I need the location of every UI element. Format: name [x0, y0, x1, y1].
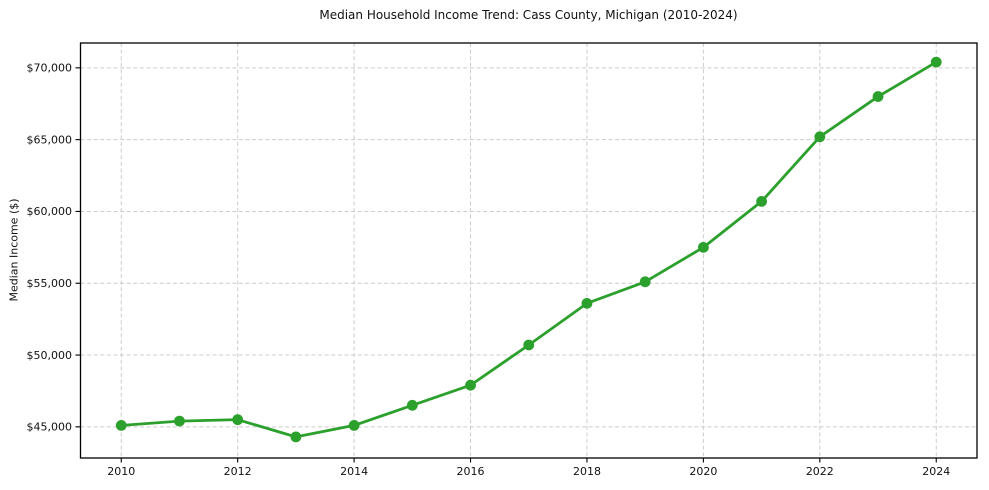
x-tick-label: 2024 [922, 465, 950, 478]
data-point [814, 131, 826, 143]
y-tick-label: $60,000 [27, 205, 73, 218]
y-tick-label: $65,000 [27, 133, 73, 146]
data-point [639, 276, 651, 288]
data-point [174, 415, 185, 427]
data-point [465, 379, 476, 391]
x-tick-label: 2016 [457, 465, 485, 478]
chart-title: Median Household Income Trend: Cass Coun… [319, 8, 738, 22]
data-point [581, 297, 593, 309]
x-tick-label: 2018 [573, 465, 601, 478]
data-point [232, 414, 244, 426]
data-point [756, 195, 768, 207]
y-tick-label: $70,000 [27, 62, 73, 75]
y-axis-label: Median Income ($) [7, 198, 21, 302]
data-point [697, 241, 709, 253]
data-point [523, 339, 535, 351]
x-tick-label: 2020 [689, 465, 717, 478]
trend-line [119, 60, 938, 439]
data-point [290, 431, 302, 443]
data-point [348, 420, 360, 431]
data-point [930, 56, 942, 68]
data-point [115, 420, 127, 431]
y-tick-label: $55,000 [27, 277, 73, 290]
x-tick-label: 2014 [340, 465, 368, 478]
y-tick-label: $50,000 [27, 349, 73, 362]
data-point [406, 399, 418, 411]
x-tick-label: 2012 [224, 465, 252, 478]
y-tick-label: $45,000 [27, 421, 73, 434]
plot-border [79, 42, 978, 459]
data-point [872, 91, 884, 102]
x-tick-label: 2022 [806, 465, 834, 478]
x-tick-label: 2010 [107, 465, 135, 478]
